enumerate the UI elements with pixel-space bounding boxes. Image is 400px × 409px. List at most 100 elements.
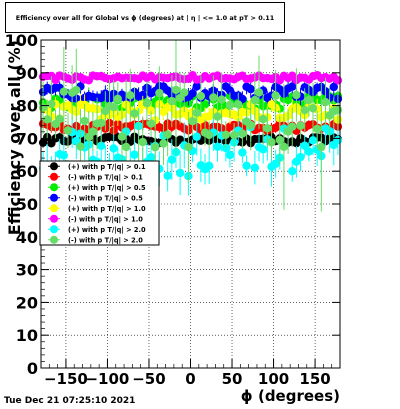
data-point: [204, 130, 214, 140]
data-point: [246, 84, 255, 94]
data-point: [288, 122, 297, 131]
data-point: [221, 130, 230, 140]
data-point: [167, 96, 177, 106]
data-point: [138, 137, 147, 147]
data-point: [234, 100, 243, 109]
data-point: [97, 141, 106, 150]
data-point: [254, 88, 264, 97]
data-point: [263, 124, 272, 133]
data-point: [55, 114, 64, 124]
data-point: [238, 148, 247, 157]
data-point: [130, 150, 139, 159]
data-point: [296, 121, 305, 130]
data-point: [271, 159, 280, 168]
data-point: [146, 152, 156, 162]
data-point: [238, 129, 247, 138]
legend-label: (+) with p T/|q| > 0.5: [68, 184, 146, 193]
y-tick-label: 10: [16, 326, 38, 345]
data-point: [288, 82, 297, 91]
legend-marker: [50, 204, 58, 213]
data-point: [113, 94, 123, 104]
data-point: [304, 95, 314, 105]
data-point: [200, 100, 210, 109]
data-point: [288, 166, 297, 176]
data-point: [38, 103, 48, 112]
data-point: [192, 82, 201, 91]
x-tick-label: −50: [132, 370, 165, 388]
data-point: [163, 171, 172, 180]
data-point: [47, 99, 56, 109]
timestamp-label: Tue Dec 21 07:25:10 2021: [4, 396, 136, 406]
data-point: [121, 142, 131, 152]
legend-label: (-) with p T/|q| > 1.0: [68, 215, 143, 224]
data-point: [59, 151, 69, 160]
legend-marker: [50, 193, 58, 202]
x-tick-label: 0: [185, 370, 195, 388]
legend-marker: [50, 235, 58, 244]
data-point: [308, 104, 318, 113]
x-tick-label: −100: [85, 370, 129, 388]
x-tick-label: −150: [44, 370, 88, 388]
data-point: [188, 89, 197, 98]
data-point: [292, 90, 301, 100]
data-point: [217, 95, 226, 104]
data-point: [296, 152, 305, 162]
data-point: [63, 126, 73, 135]
data-point: [146, 119, 156, 128]
data-point: [76, 142, 85, 151]
data-point: [109, 102, 118, 112]
data-point: [109, 144, 118, 153]
y-tick-label: 100: [5, 31, 38, 50]
data-point: [138, 90, 147, 100]
data-point: [304, 147, 314, 156]
y-tick-label: 80: [16, 97, 38, 116]
y-tick-label: 40: [16, 228, 38, 247]
data-point: [213, 142, 222, 152]
data-point: [250, 95, 260, 105]
data-point: [225, 100, 235, 110]
data-point: [196, 91, 206, 101]
data-point: [72, 85, 81, 95]
y-tick-label: 0: [27, 359, 38, 378]
data-point: [279, 142, 289, 152]
legend-marker: [50, 172, 58, 181]
data-point: [333, 76, 343, 85]
data-point: [126, 91, 135, 100]
data-point: [317, 142, 326, 152]
data-point: [267, 138, 276, 147]
data-point: [321, 97, 330, 107]
data-point: [333, 135, 343, 145]
data-point: [209, 93, 218, 102]
y-tick-label: 90: [16, 64, 38, 83]
data-point: [142, 99, 152, 108]
data-point: [300, 105, 309, 115]
data-point: [329, 82, 338, 92]
legend-label: (-) with p T/|q| > 0.5: [68, 194, 143, 203]
data-point: [159, 139, 168, 148]
data-point: [146, 106, 156, 115]
data-point: [275, 135, 284, 145]
data-point: [163, 130, 172, 139]
data-point: [167, 155, 177, 164]
legend-label: (+) with p T/|q| > 2.0: [68, 226, 146, 235]
legend-marker: [50, 162, 58, 171]
y-tick-label: 60: [16, 162, 38, 181]
legend-label: (+) with p T/|q| > 1.0: [68, 205, 146, 214]
x-axis-label: ϕ (degrees): [241, 387, 340, 405]
data-point: [204, 161, 214, 171]
data-point: [246, 120, 255, 130]
legend-label: (-) with p T/|q| > 0.1: [68, 173, 143, 182]
data-point: [242, 161, 251, 170]
data-point: [43, 115, 52, 124]
data-point: [333, 105, 343, 115]
x-tick-label: 50: [222, 370, 243, 388]
data-point: [151, 143, 160, 152]
legend-marker: [50, 225, 58, 234]
y-tick-label: 30: [16, 261, 38, 280]
data-point: [225, 150, 235, 160]
data-point: [192, 108, 201, 118]
data-point: [229, 130, 239, 140]
legend-marker: [50, 214, 58, 223]
y-tick-label: 50: [16, 195, 38, 214]
